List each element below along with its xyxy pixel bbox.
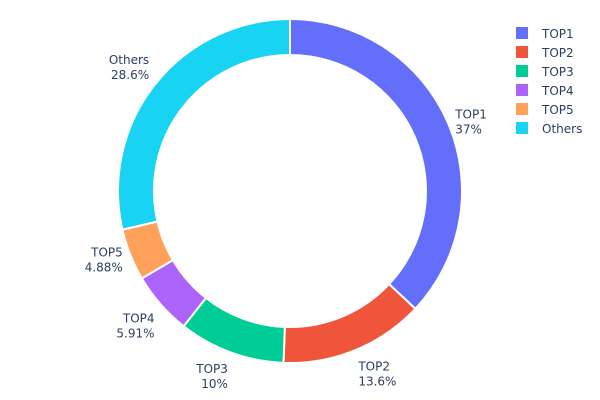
- legend-swatch: [516, 65, 528, 77]
- legend-swatch: [516, 103, 528, 115]
- legend-item-top3[interactable]: TOP3: [516, 65, 574, 79]
- slice-label-value: 4.88%: [85, 261, 123, 275]
- legend-swatch: [516, 84, 528, 96]
- legend-item-top2[interactable]: TOP2: [516, 46, 574, 60]
- slice-top2[interactable]: [282, 282, 417, 364]
- legend-label: TOP1: [541, 27, 574, 41]
- legend-label: TOP5: [541, 103, 574, 117]
- slice-label-name: TOP3: [195, 362, 228, 376]
- slice-label-value: 37%: [455, 123, 482, 137]
- legend-swatch: [516, 27, 528, 39]
- slice-others[interactable]: [117, 17, 291, 231]
- slice-label-name: TOP5: [90, 246, 123, 260]
- slice-label-value: 13.6%: [358, 375, 396, 389]
- donut-slices: [117, 17, 463, 364]
- legend-swatch: [516, 46, 528, 58]
- legend-label: TOP4: [541, 84, 574, 98]
- slice-label-name: Others: [109, 53, 149, 67]
- legend-item-top5[interactable]: TOP5: [516, 103, 574, 117]
- legend-label: Others: [542, 122, 582, 136]
- legend-swatch: [516, 122, 528, 134]
- slice-label-name: TOP1: [454, 108, 487, 122]
- legend-item-others[interactable]: Others: [516, 122, 582, 136]
- legend-label: TOP2: [541, 46, 574, 60]
- slice-label-value: 10%: [201, 377, 228, 391]
- slice-label-value: 5.91%: [116, 327, 154, 341]
- legend-label: TOP3: [541, 65, 574, 79]
- slice-label-name: TOP2: [357, 360, 390, 374]
- slice-label-name: TOP4: [122, 312, 155, 326]
- slice-label-value: 28.6%: [111, 68, 149, 82]
- legend-item-top4[interactable]: TOP4: [516, 84, 574, 98]
- slice-top1[interactable]: [289, 17, 463, 311]
- legend: TOP1 TOP2 TOP3 TOP4 TOP5 Others: [516, 27, 582, 136]
- legend-item-top1[interactable]: TOP1: [516, 27, 574, 41]
